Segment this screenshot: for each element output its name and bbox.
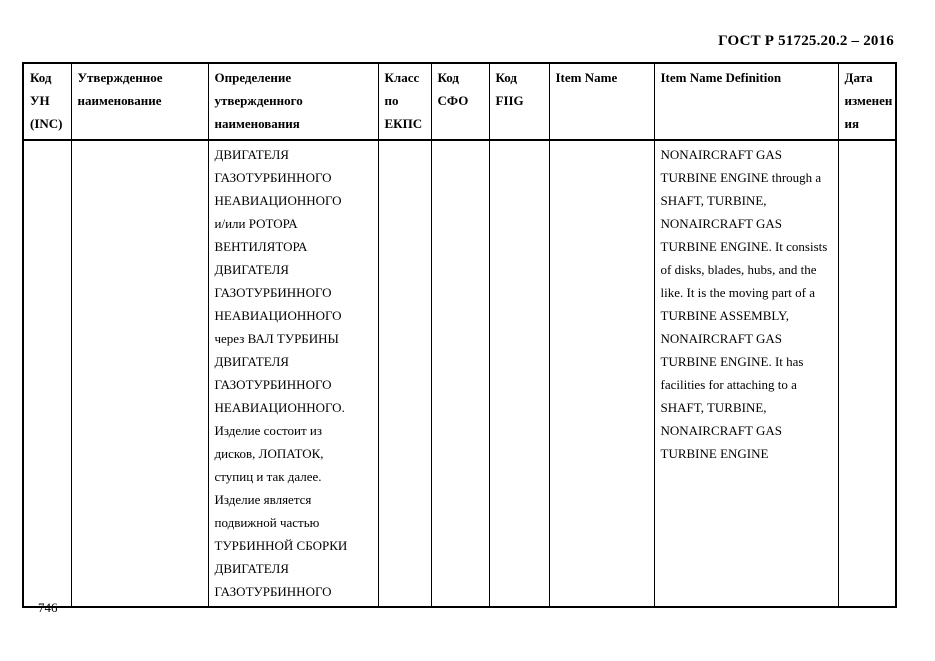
header-cell-sfo-code: Код СФО — [430, 62, 490, 141]
text-line: Класс — [384, 70, 420, 85]
text-line: NONAIRCRAFT GAS — [660, 423, 782, 438]
text-line: NONAIRCRAFT GAS — [660, 216, 782, 231]
cell-item-name — [548, 139, 655, 608]
table-header-row: Код УН (INC) Утвержденное наименование Опре… — [22, 62, 897, 141]
header-cell-item-name: Item Name — [548, 62, 655, 141]
cell-change-date — [837, 139, 897, 608]
text-line: ВЕНТИЛЯТОРА — [214, 239, 308, 254]
text-line: НЕАВИАЦИОННОГО — [214, 308, 342, 323]
text-line: like. It is the moving part of a — [660, 285, 816, 300]
text-line: ГАЗОТУРБИННОГО — [214, 377, 332, 392]
cell-approved-name — [70, 139, 209, 608]
cell-ekps-class — [377, 139, 432, 608]
header-cell-approved-name-definition: Определение утвержденного наименования — [207, 62, 379, 141]
text-line: TURBINE ENGINE — [660, 446, 769, 461]
text-line: TURBINE ENGINE through a — [660, 170, 822, 185]
text-line: (INC) — [30, 116, 63, 131]
text-line: наименования — [214, 116, 300, 131]
text-line: ГАЗОТУРБИННОГО — [214, 584, 332, 599]
text-line: ГАЗОТУРБИННОГО — [214, 170, 332, 185]
header-cell-item-name-definition: Item Name Definition — [653, 62, 839, 141]
text-line: Код — [30, 70, 52, 85]
text-line: ЕКПС — [384, 116, 423, 131]
cell-item-name-definition: NONAIRCRAFT GAS TURBINE ENGINE through a S… — [653, 139, 839, 608]
header-cell-ekps-class: Класс по ЕКПС — [377, 62, 432, 141]
text-line: УН — [30, 93, 50, 108]
item-name-classification-table: Код УН (INC) Утвержденное наименование Опре… — [22, 62, 897, 608]
text-line: и/или РОТОРА — [214, 216, 298, 231]
cell-definition-ru: ДВИГАТЕЛЯ ГАЗОТУРБИННОГО НЕАВИАЦИОННОГО и/и… — [207, 139, 379, 608]
text-line: наименование — [77, 93, 162, 108]
text-line: СФО — [437, 93, 469, 108]
text-line: TURBINE ENGINE. It consists — [660, 239, 828, 254]
text-line: FIIG — [495, 93, 524, 108]
text-line: TURBINE ENGINE. It has — [660, 354, 804, 369]
table-row: ДВИГАТЕЛЯ ГАЗОТУРБИННОГО НЕАВИАЦИОННОГО и/и… — [22, 139, 897, 608]
text-line: ДВИГАТЕЛЯ — [214, 147, 289, 162]
text-line: SHAFT, TURBINE, — [660, 400, 767, 415]
cell-sfo-code — [430, 139, 490, 608]
text-line: facilities for attaching to a — [660, 377, 797, 392]
text-line: Изделие является — [214, 492, 312, 507]
text-line: TURBINE ASSEMBLY, — [660, 308, 789, 323]
cell-inc-code — [22, 139, 72, 608]
text-line: изменен — [844, 93, 893, 108]
text-line: утвержденного — [214, 93, 303, 108]
text-line: Код — [437, 70, 459, 85]
text-line: Дата — [844, 70, 873, 85]
text-line: дисков, ЛОПАТОК, — [214, 446, 324, 461]
text-line: ия — [844, 116, 860, 131]
page-number: 746 — [38, 600, 58, 615]
header-cell-fiig-code: Код FIIG — [488, 62, 550, 141]
text-line: НЕАВИАЦИОННОГО. — [214, 400, 345, 415]
header-cell-inc-code: Код УН (INC) — [22, 62, 72, 141]
text-line: SHAFT, TURBINE, — [660, 193, 767, 208]
text-line: НЕАВИАЦИОННОГО — [214, 193, 342, 208]
text-line: ступиц и так далее. — [214, 469, 322, 484]
text-line: Item Name Definition — [660, 70, 782, 85]
text-line: подвижной частью — [214, 515, 320, 530]
text-line: Утвержденное — [77, 70, 163, 85]
text-line: ДВИГАТЕЛЯ — [214, 262, 289, 277]
header-cell-change-date: Дата изменен ия — [837, 62, 897, 141]
standard-reference-title: ГОСТ Р 51725.20.2 – 2016 — [718, 33, 894, 49]
text-line: ДВИГАТЕЛЯ — [214, 354, 289, 369]
text-line: через ВАЛ ТУРБИНЫ — [214, 331, 339, 346]
text-line: of disks, blades, hubs, and the — [660, 262, 817, 277]
text-line: ТУРБИННОЙ СБОРКИ — [214, 538, 348, 553]
text-line: Код — [495, 70, 517, 85]
text-line: NONAIRCRAFT GAS — [660, 147, 782, 162]
text-line: ГАЗОТУРБИННОГО — [214, 285, 332, 300]
text-line: NONAIRCRAFT GAS — [660, 331, 782, 346]
text-line: Изделие состоит из — [214, 423, 323, 438]
text-line: ДВИГАТЕЛЯ — [214, 561, 289, 576]
cell-fiig-code — [488, 139, 550, 608]
text-line: Item Name — [555, 70, 618, 85]
header-cell-approved-name: Утвержденное наименование — [70, 62, 209, 141]
text-line: по — [384, 93, 399, 108]
text-line: Определение — [214, 70, 292, 85]
